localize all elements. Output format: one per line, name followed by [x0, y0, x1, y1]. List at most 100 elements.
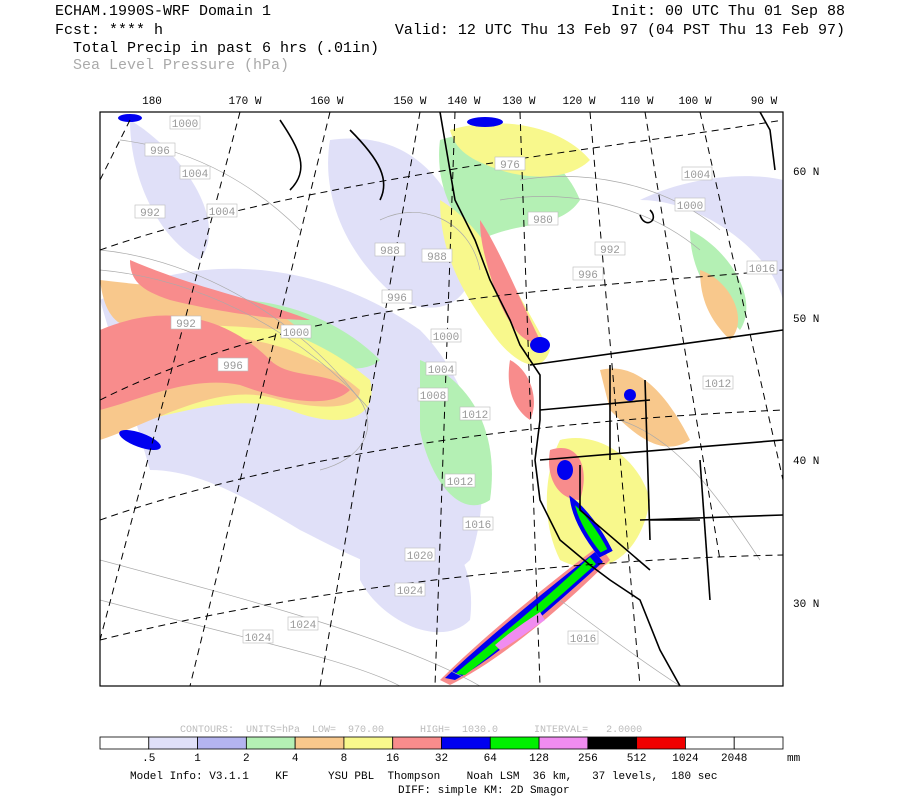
contour-label: 1016: [465, 520, 491, 532]
init-time: Init: 00 UTC Thu 01 Sep 88: [611, 3, 845, 20]
lon-label: 120 W: [562, 96, 595, 108]
colorbar-box: [197, 736, 247, 750]
colorbar-box: [392, 736, 442, 750]
colorbar-label: 16: [386, 753, 399, 765]
contour-label: 988: [427, 252, 447, 264]
contour-label: 1012: [705, 379, 731, 391]
contour-label: 1024: [245, 633, 272, 645]
map-frame: [99, 111, 784, 687]
lat-label: 30 N: [793, 599, 819, 611]
contour-label-box: [444, 473, 476, 488]
contour-label: 996: [578, 270, 598, 282]
contour-label-box: [394, 582, 426, 597]
contour-label-box: [674, 197, 706, 212]
footer-model-info: Model Info: V3.1.1 KF YSU PBL Thompson N…: [130, 771, 718, 783]
map: 1000 996 1004 1004 992 992 1000 996 976 980 992 996…: [99, 111, 784, 687]
contour-label: 1004: [428, 365, 455, 377]
contour-label: 976: [500, 160, 520, 172]
lon-label: 100 W: [678, 96, 711, 108]
lon-label: 90 W: [751, 96, 778, 108]
lat-label: 50 N: [793, 314, 819, 326]
contour-label-box: [134, 204, 166, 219]
colorbar-box: [343, 736, 394, 750]
contour-label-box: [462, 516, 494, 531]
colorbar-label: 8: [341, 753, 348, 765]
contour-label-box: [681, 166, 713, 181]
model-title: ECHAM.1990S-WRF Domain 1: [55, 3, 271, 20]
contour-label: 1008: [420, 391, 446, 403]
colorbar-box: [99, 736, 150, 750]
colorbar-label: 1: [194, 753, 201, 765]
contour-label: 1004: [209, 207, 236, 219]
contour-label: 1000: [283, 328, 309, 340]
contour-label-box: [242, 629, 274, 644]
colorbar-label: 32: [435, 753, 448, 765]
contour-label-box: [374, 242, 406, 257]
contour-label-box: [702, 375, 734, 390]
contour-label-box: [746, 260, 778, 275]
colorbar-box: [148, 736, 198, 750]
contour-label: 988: [380, 246, 400, 258]
contour-label: 1020: [407, 551, 433, 563]
contour-label-box: [404, 547, 436, 562]
contour-label: 992: [600, 245, 620, 257]
contour-label-box: [421, 248, 453, 263]
contour-label: 1004: [182, 169, 209, 181]
lon-label: 170 W: [228, 96, 261, 108]
field-slp: Sea Level Pressure (hPa): [73, 57, 289, 74]
contour-label-box: [594, 241, 626, 256]
contour-label: 1000: [433, 332, 459, 344]
footer-diff: DIFF: simple KM: 2D Smagor: [398, 785, 570, 797]
colorbar-label: 256: [578, 753, 598, 765]
contour-label-box: [217, 357, 249, 372]
lat-label: 60 N: [793, 167, 819, 179]
graticule: [100, 112, 783, 686]
contour-label-box: [527, 211, 559, 226]
contour-label-box: [430, 328, 462, 343]
contour-label-box: [459, 406, 491, 421]
contour-label-box: [425, 361, 457, 376]
forecast-hour: Fcst: **** h: [55, 22, 163, 39]
lon-label: 150 W: [393, 96, 426, 108]
lon-label: 160 W: [310, 96, 343, 108]
contour-label: 1000: [172, 119, 198, 131]
contour-label: 1016: [570, 634, 596, 646]
contour-label-box: [280, 324, 312, 339]
contour-label: 996: [223, 361, 243, 373]
colorbar-units: mm: [787, 753, 801, 765]
contour-label: 1004: [684, 170, 711, 182]
contour-label: 992: [140, 208, 160, 220]
contour-label-box: [287, 616, 319, 631]
contour-label: 1016: [749, 264, 775, 276]
contour-label: 996: [387, 293, 407, 305]
contour-label: 1000: [677, 201, 703, 213]
contour-label-box: [417, 387, 449, 402]
contour-label-box: [144, 142, 176, 157]
contours-info: CONTOURS: UNITS=hPa LOW= 970.00 HIGH= 10…: [180, 724, 642, 736]
colorbar-label: .5: [142, 753, 155, 765]
contour-label: 996: [150, 146, 170, 158]
lat-label: 40 N: [793, 456, 819, 468]
contour-label-box: [206, 203, 238, 218]
precip-blue-spots: [118, 114, 636, 480]
field-precip: Total Precip in past 6 hrs (.01in): [73, 40, 379, 57]
colorbar-label: 2: [243, 753, 250, 765]
lon-label: 130 W: [502, 96, 535, 108]
contour-label: 980: [533, 215, 553, 227]
coastline: [279, 112, 783, 686]
valid-time: Valid: 12 UTC Thu 13 Feb 97 (04 PST Thu …: [395, 22, 845, 39]
contour-label-box: [494, 156, 526, 171]
contour-label-box: [179, 165, 211, 180]
colorbar-box: [685, 736, 735, 750]
contour-label-box: [572, 266, 604, 281]
precip-band-pink: [495, 612, 545, 650]
lon-label: 180: [142, 96, 162, 108]
colorbar-label: 128: [529, 753, 549, 765]
colorbar-box: [538, 736, 589, 750]
colorbar-label: 64: [484, 753, 498, 765]
contour-label-box: [170, 315, 202, 330]
colorbar-label: 2048: [721, 753, 747, 765]
contour-label: 1012: [462, 410, 488, 422]
colorbar-box: [441, 736, 491, 750]
